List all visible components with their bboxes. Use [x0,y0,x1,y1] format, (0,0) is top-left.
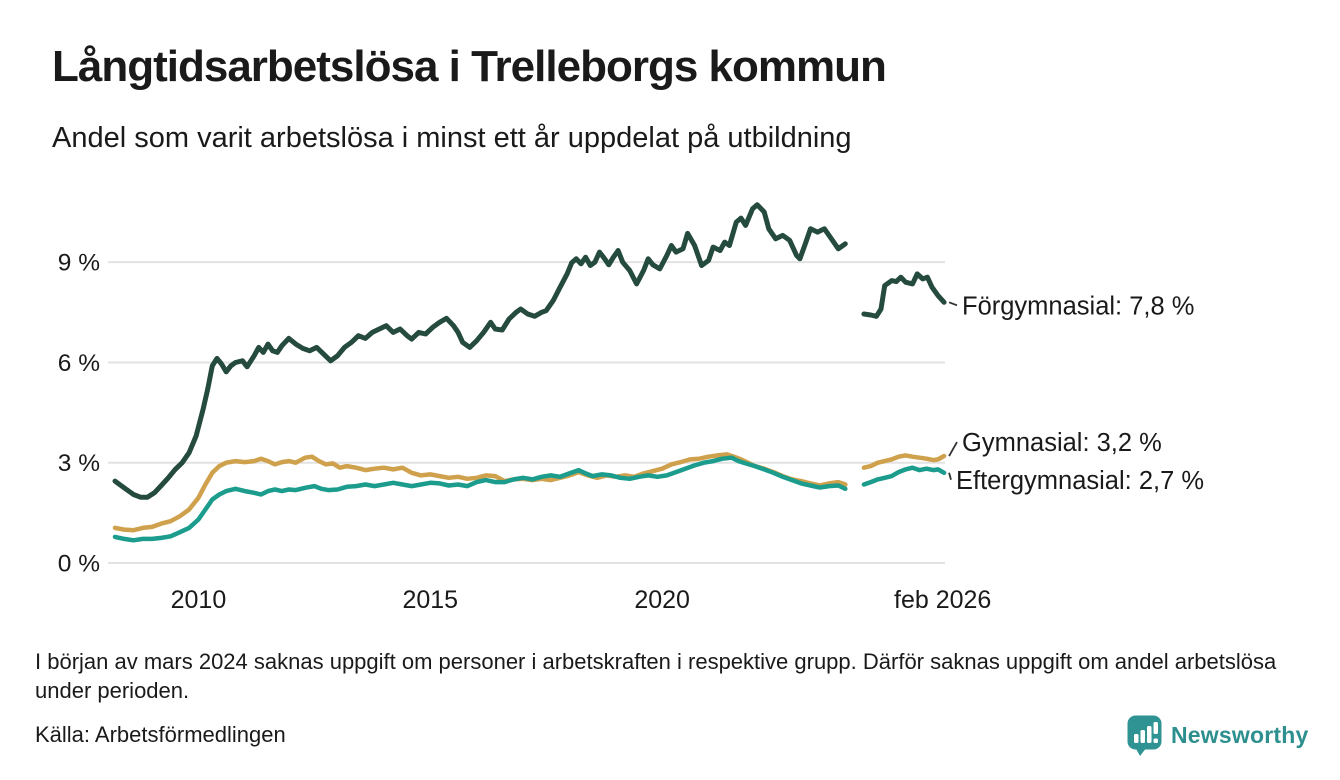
source-note: Källa: Arbetsförmedlingen [35,722,286,747]
series-label-gymnasial: Gymnasial: 3,2 % [962,429,1162,457]
series-line-gymnasial [112,452,848,533]
x-tick-label: 2015 [402,586,458,614]
series-line-förgymnasial [112,202,848,500]
series-label-förgymnasial: Förgymnasial: 7,8 % [962,292,1194,320]
y-tick-label: 0 % [58,551,100,578]
footnote: I början av mars 2024 saknas uppgift om … [35,649,1277,703]
series-line-eftergymnasial [861,465,947,487]
y-tick-label: 6 % [58,350,100,377]
chart-title: Långtidsarbetslösa i Trelleborgs kommun [52,42,887,91]
x-tick-label: feb 2026 [894,586,991,614]
line-chart: 0 % 3 % 6 % 9 % 2010 2015 2020 feb 2026 Förgymna… [58,202,1204,614]
newsworthy-wordmark: Newsworthy [1171,721,1309,748]
y-tick-label: 9 % [58,250,100,277]
series-line-eftergymnasial [112,455,848,543]
x-tick-label: 2010 [171,586,227,614]
series-label-eftergymnasial: Eftergymnasial: 2,7 % [956,467,1204,495]
annotation-connector [948,301,958,307]
x-tick-label: 2020 [634,586,690,614]
annotation-connector [948,472,952,480]
chart-subtitle: Andel som varit arbetslösa i minst ett å… [52,122,852,154]
newsworthy-logo: Newsworthy [1126,714,1308,756]
series-line-gymnasial [861,453,947,470]
y-tick-label: 3 % [58,450,100,477]
newsworthy-pin-barchart-icon [1127,715,1162,756]
series-line-förgymnasial [861,271,947,319]
annotation-connector [948,441,958,457]
